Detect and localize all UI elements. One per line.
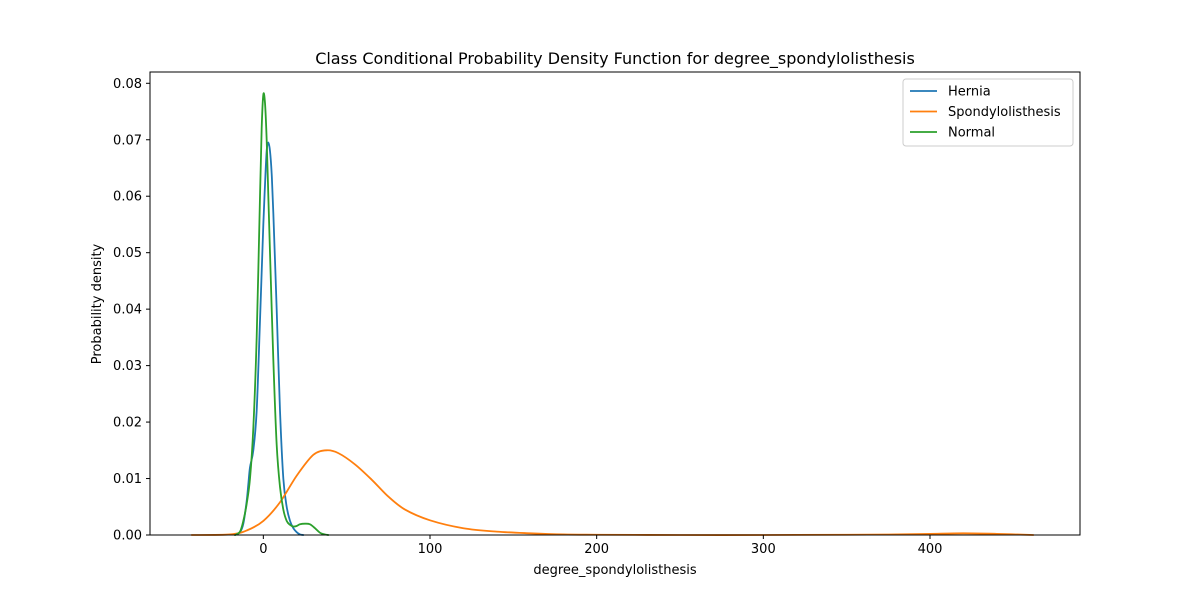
y-tick-label: 0.06: [113, 190, 142, 205]
series-line-normal: [234, 92, 330, 536]
y-tick-label: 0.01: [113, 472, 142, 487]
y-tick-label: 0.03: [113, 359, 142, 374]
y-axis-title: Probability density: [90, 243, 105, 364]
y-tick-label: 0.08: [113, 77, 142, 92]
x-axis: 0 100 200 300 400: [259, 535, 942, 557]
legend-label-spondylolisthesis: Spondylolisthesis: [948, 105, 1061, 120]
legend: Hernia Spondylolisthesis Normal: [902, 78, 1074, 147]
x-tick-label: 300: [751, 542, 776, 557]
y-tick-label: 0.00: [113, 529, 142, 544]
x-axis-title: degree_spondylolisthesis: [533, 563, 697, 578]
x-tick-label: 200: [584, 542, 609, 557]
legend-label-normal: Normal: [948, 126, 995, 141]
plot-area-frame: [149, 71, 1081, 536]
y-tick-label: 0.04: [113, 303, 142, 318]
y-axis: 0.00 0.01 0.02 0.03 0.04 0.05 0.06 0.07 0.08: [113, 77, 150, 544]
legend-label-hernia: Hernia: [948, 85, 991, 100]
chart-title: Class Conditional Probability Density Fu…: [315, 49, 915, 69]
y-tick-label: 0.02: [113, 416, 142, 431]
y-tick-label: 0.07: [113, 133, 142, 148]
x-tick-label: 400: [918, 542, 943, 557]
x-tick-label: 100: [418, 542, 443, 557]
series-line-hernia: [234, 141, 305, 536]
legend-box: [902, 78, 1074, 147]
x-tick-label: 0: [259, 542, 267, 557]
y-tick-label: 0.05: [113, 246, 142, 261]
